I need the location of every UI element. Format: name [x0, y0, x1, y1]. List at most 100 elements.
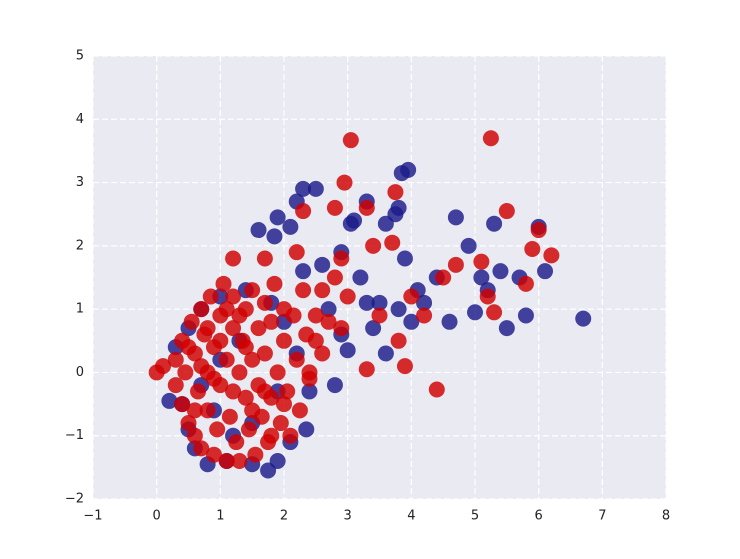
scatter-point [524, 241, 541, 258]
scatter-point [193, 440, 210, 457]
scatter-point [244, 402, 261, 419]
points [148, 130, 592, 479]
x-tick-label: 5 [471, 509, 479, 524]
scatter-point [288, 244, 305, 261]
scatter-point [183, 313, 200, 330]
scatter-point [298, 326, 315, 343]
scatter-point [314, 345, 331, 362]
x-tick-label: 6 [535, 509, 543, 524]
x-tick-label: 4 [407, 509, 415, 524]
scatter-point [390, 332, 407, 349]
scatter-point [486, 304, 503, 321]
scatter-point [244, 351, 261, 368]
scatter-point [358, 294, 375, 311]
scatter-point [218, 351, 235, 368]
scatter-point [295, 263, 312, 280]
scatter-point [530, 222, 547, 239]
scatter-point [314, 256, 331, 273]
scatter-point [225, 383, 242, 400]
scatter-point [342, 132, 359, 149]
scatter-point [285, 307, 302, 324]
scatter-point [498, 203, 515, 220]
scatter-point [199, 320, 216, 337]
scatter-point [447, 209, 464, 226]
scatter-point [295, 180, 312, 197]
y-tick-label: −2 [65, 492, 84, 507]
grid [92, 55, 667, 500]
x-tick-label: 3 [344, 509, 352, 524]
scatter-point [231, 453, 248, 470]
scatter-point [371, 294, 388, 311]
scatter-point [390, 301, 407, 318]
scatter-point [291, 402, 308, 419]
scatter-point [307, 180, 324, 197]
scatter-point [167, 351, 184, 368]
scatter-point [269, 364, 286, 381]
scatter-point [180, 339, 197, 356]
scatter-point [441, 313, 458, 330]
scatter-point [288, 351, 305, 368]
scatter-point [537, 263, 554, 280]
scatter-point [543, 247, 560, 264]
scatter-point [190, 383, 207, 400]
scatter-point [266, 275, 283, 292]
scatter-point [435, 269, 452, 286]
scatter-point [365, 237, 382, 254]
scatter-point [482, 130, 499, 147]
scatter-point [575, 310, 592, 327]
scatter-point [326, 377, 343, 394]
scatter-point [279, 383, 296, 400]
scatter-point [403, 288, 420, 305]
scatter-point [231, 364, 248, 381]
scatter-point [269, 209, 286, 226]
scatter-point [225, 250, 242, 267]
scatter-point [473, 269, 490, 286]
scatter-point [174, 396, 191, 413]
scatter-point [473, 253, 490, 270]
scatter-point [416, 307, 433, 324]
scatter-point [326, 199, 343, 216]
x-tick-label: −1 [83, 509, 102, 524]
scatter-point [215, 275, 232, 292]
scatter-point [282, 427, 299, 444]
scatter-point [228, 434, 245, 451]
scatter-point [339, 342, 356, 359]
scatter-point [320, 313, 337, 330]
scatter-point [177, 364, 194, 381]
scatter-point [247, 446, 264, 463]
scatter-point [396, 358, 413, 375]
y-tick-label: 5 [76, 49, 84, 64]
scatter-point [272, 415, 289, 432]
scatter-point [205, 370, 222, 387]
scatter-point [342, 215, 359, 232]
scatter-point [260, 462, 277, 479]
scatter-point [320, 301, 337, 318]
scatter-point [218, 453, 235, 470]
scatter-point [161, 392, 178, 409]
scatter-point [492, 263, 509, 280]
scatter-point [276, 396, 292, 413]
scatter-point [276, 332, 292, 349]
scatter-point [384, 234, 401, 251]
y-tick-label: 4 [76, 112, 84, 127]
scatter-point [186, 402, 203, 419]
scatter-point [365, 320, 382, 337]
x-tick-label: 1 [216, 509, 224, 524]
scatter-point [486, 215, 503, 232]
scatter-point [416, 294, 433, 311]
scatter-point [180, 415, 197, 432]
x-tick-label: 0 [153, 509, 161, 524]
scatter-point [479, 288, 496, 305]
scatter-point [256, 250, 273, 267]
scatter-point [244, 282, 261, 299]
scatter-point [377, 215, 394, 232]
scatter-point [193, 358, 210, 375]
x-tick-label: 7 [598, 509, 606, 524]
scatter-point [447, 256, 464, 273]
scatter-point [517, 275, 534, 292]
scatter-point [260, 434, 277, 451]
scatter-point [371, 307, 388, 324]
scatter-point [298, 421, 315, 438]
scatter-point [460, 237, 477, 254]
scatter-point [256, 383, 273, 400]
